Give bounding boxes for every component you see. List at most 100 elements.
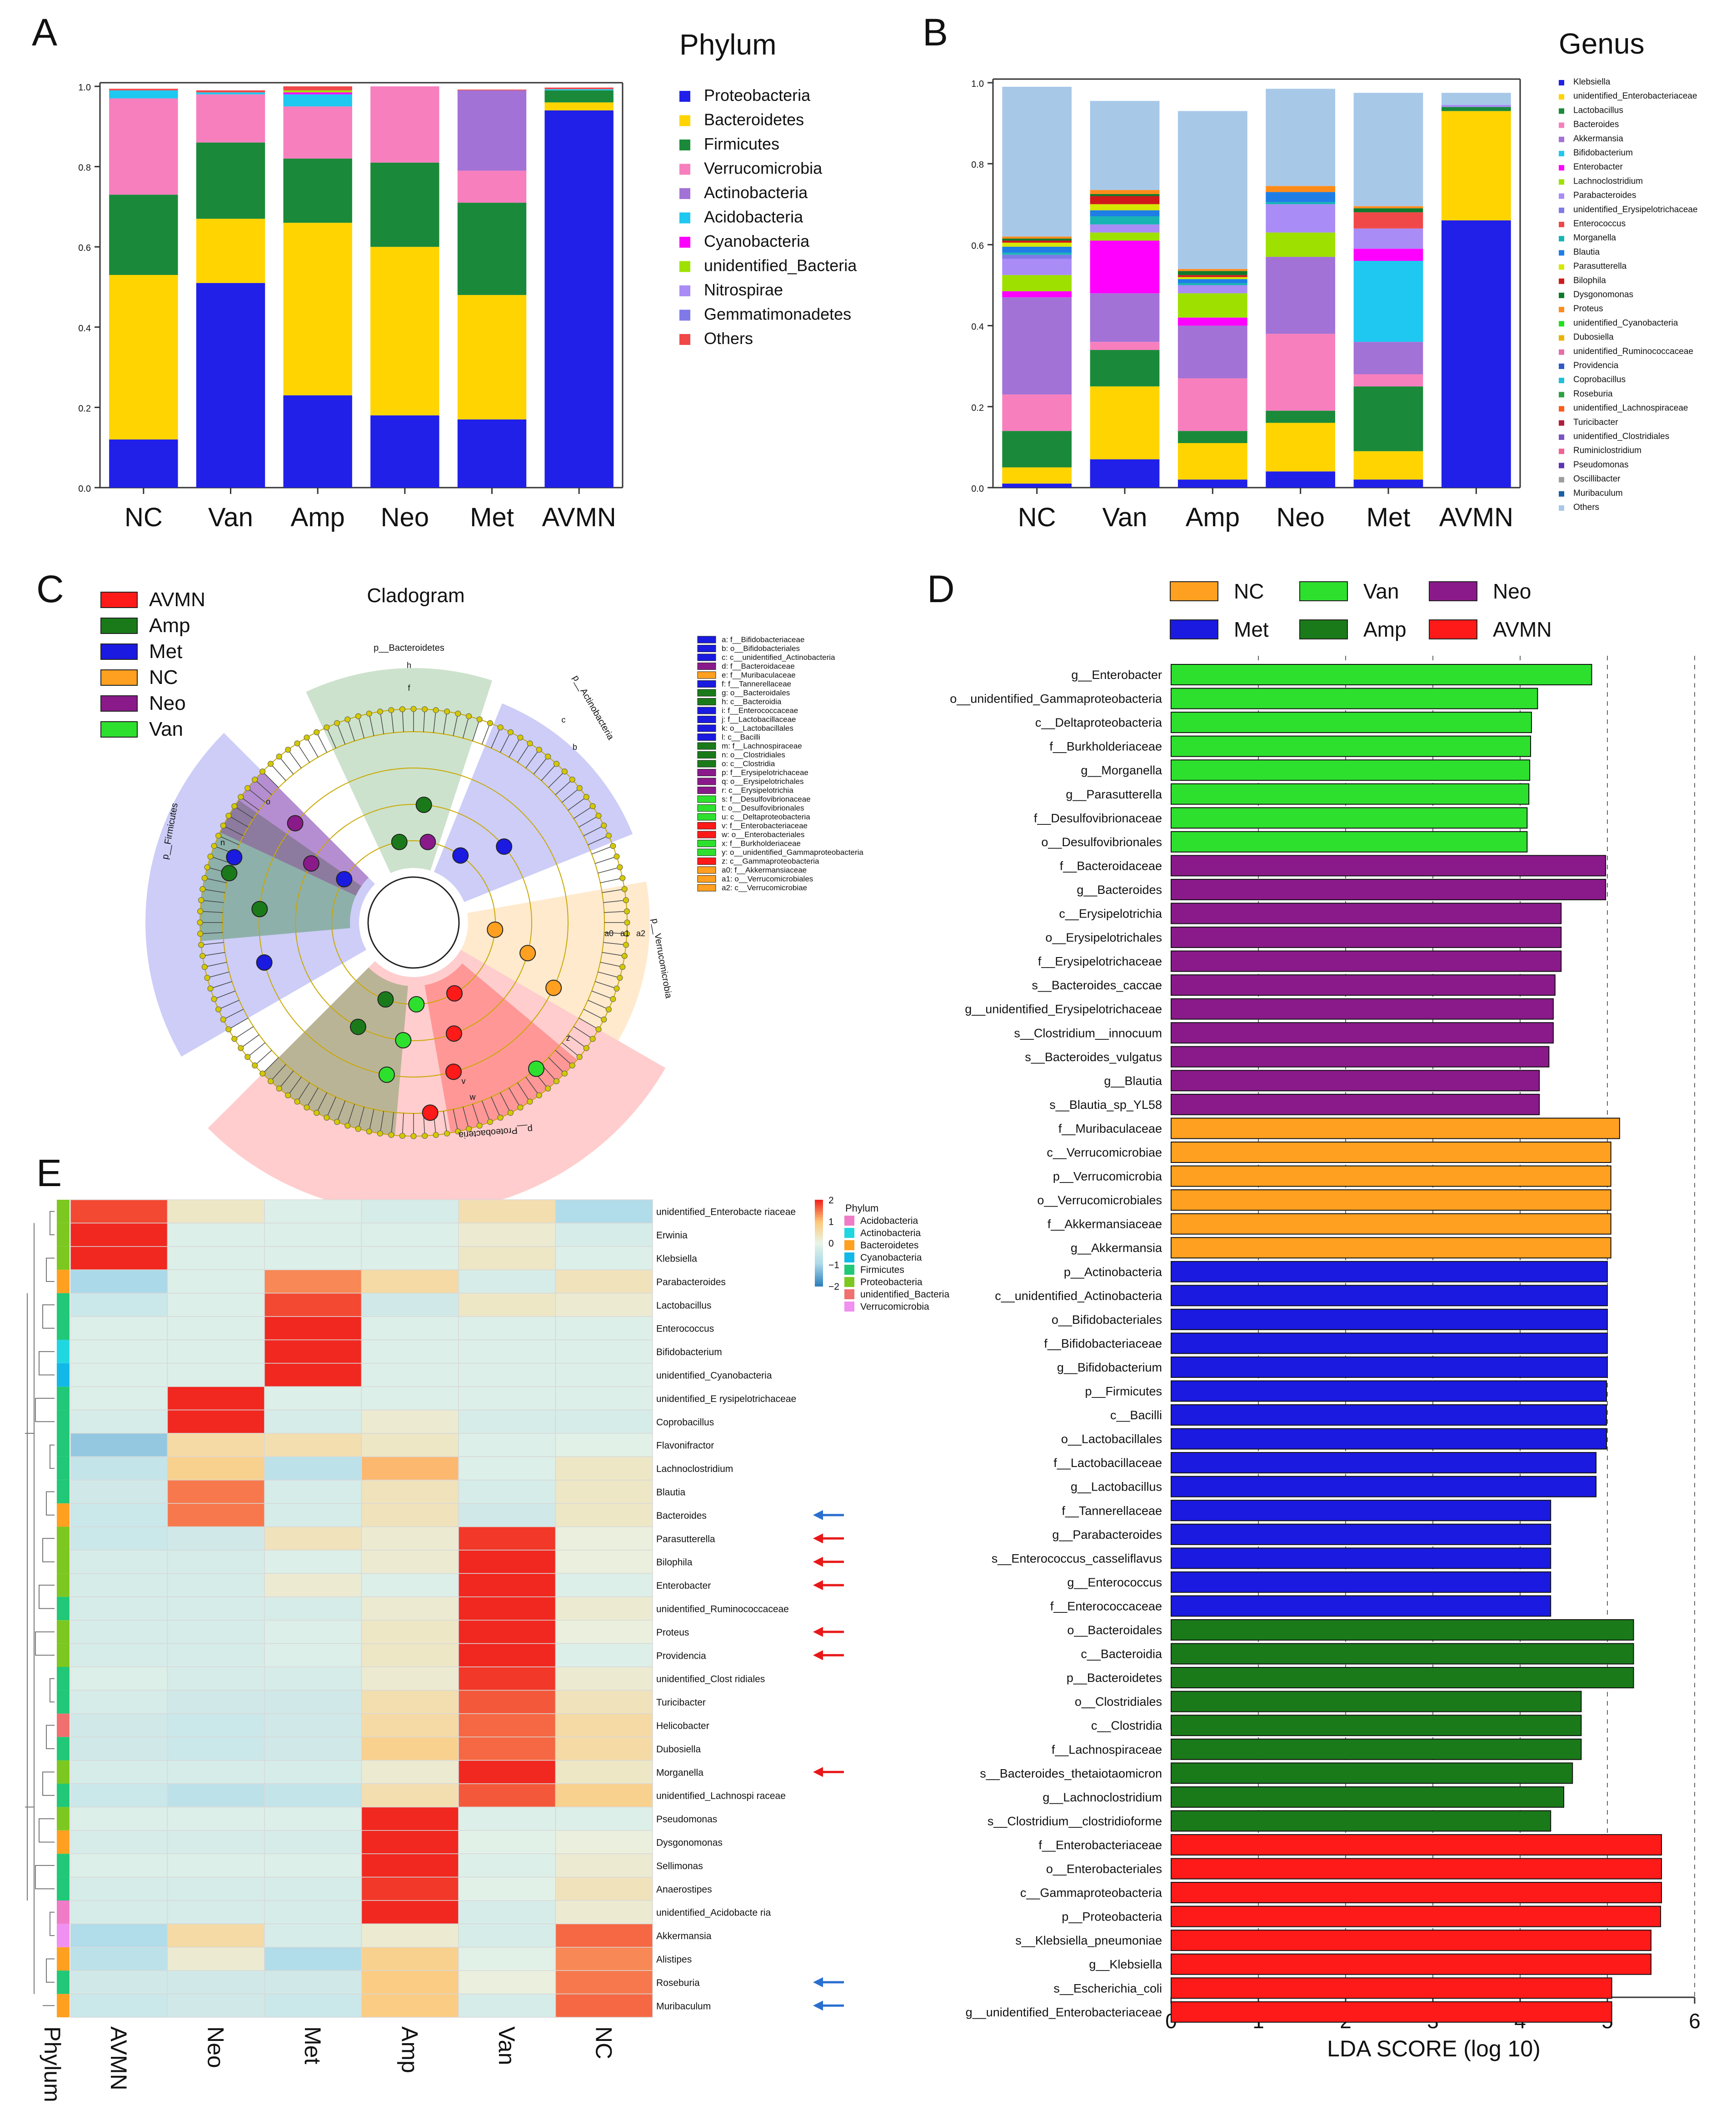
clade-leaf-branch [306,1087,319,1108]
taxon-key-swatch [697,884,716,892]
heatmap-cell [264,1246,362,1270]
lda-bar [1171,1308,1608,1330]
color-scale-step [815,1277,823,1280]
clade-node [446,985,463,1002]
heatmap-cell [458,1853,556,1878]
heatmap-cell [264,1526,362,1551]
heatmap-cell [555,1923,653,1948]
heatmap-row-label: Parasutterella [656,1534,715,1544]
clade-leaf-branch [262,1057,279,1074]
clade-leaf-node [285,747,291,753]
lda-bar-label: o__Desulfovibrionales [1041,835,1162,849]
red-arrow-icon [813,1650,823,1661]
bar-segment [1002,236,1072,239]
lda-x-label: LDA SCORE (log 10) [1327,2036,1541,2061]
taxon-key-label: n: o__Clostridiales [722,751,785,759]
heatmap-cell [361,1363,459,1387]
bar-segment [1002,275,1072,291]
lda-bar-label: o__Erysipelotrichales [1045,931,1162,944]
lda-x-tick-label: 6 [1689,2009,1701,2033]
lda-bar-label: s__Blautia_sp_YL58 [1049,1098,1162,1112]
lda-bar [1171,1643,1634,1665]
bar-segment [1353,93,1423,206]
heatmap-cell [458,1526,556,1551]
legend-entry: unidentified_Cyanobacteria [1573,318,1678,328]
group-legend-swatch [100,592,138,608]
bar-segment [1177,378,1247,431]
legend-entry: Bilophila [1573,276,1606,285]
color-scale-step [815,1256,823,1259]
clade-leaf-node [252,777,258,783]
phylum-annotation-cell [57,1994,70,2017]
heatmap-cell [555,1199,653,1224]
clade-leaf-branch [297,1082,310,1102]
x-category-label: Amp [1186,503,1240,532]
legend-swatch [1559,364,1564,369]
bar-segment [283,158,352,223]
lda-bar [1171,1977,1612,1999]
clade-sector [460,881,650,1041]
phylum-annotation-cell [57,1643,70,1667]
clade-leaf-node [244,785,251,791]
color-scale-step [815,1227,823,1231]
phylum-legend-label: Actinobacteria [860,1228,921,1238]
legend-entry: Verrucomicrobia [704,159,823,178]
clade-node [408,996,425,1013]
color-scale-step [815,1234,823,1237]
clade-leaf-branch [588,835,609,845]
legend-entry: Pseudomonas [1573,460,1628,469]
heatmap-cell [264,1666,362,1691]
clade-leaf-node [231,803,238,809]
clade-sector [220,771,369,896]
legend-swatch [1559,449,1564,454]
lda-bar [1171,1858,1662,1880]
phylum-annotation-cell [57,1830,70,1854]
heatmap-cell [361,1386,459,1411]
lda-bar [1171,1834,1662,1856]
legend-swatch [1559,236,1564,242]
heatmap-row-label: unidentified_Enterobacte riaceae [656,1207,796,1217]
clade-node [221,865,238,882]
clade-leaf-branch [517,1082,530,1102]
clade-leaf-node [324,724,330,731]
legend-entry: Dubosiella [1573,333,1614,342]
bar-segment [196,92,265,95]
color-scale-step [815,1204,823,1207]
bar-segment [1177,325,1247,379]
clade-leaf-node [444,708,450,715]
heatmap-cell [555,1806,653,1831]
heatmap-cell [555,1690,653,1714]
legend-entry: Providencia [1573,361,1619,370]
heatmap-cell [361,1526,459,1551]
lda-bar [1171,1930,1651,1951]
heatmap-row-label: Proteus [656,1627,689,1638]
lda-bar [1171,1619,1634,1641]
clade-leaf-node [623,942,629,948]
legend-entry: Bacteroidetes [704,110,804,129]
clade-leaf-branch [297,743,310,763]
lda-bar [1171,1595,1551,1617]
heatmap-cell [555,1339,653,1364]
clade-leaf-node [619,875,626,881]
clade-leaf-node [201,875,208,881]
lda-bar [1171,1428,1607,1450]
clade-leaf-branch [533,756,549,775]
heatmap-cell [264,1876,362,1901]
lda-bar-label: s__Klebsiella_pneumoniae [1015,1934,1162,1947]
clade-leaf-branch [358,716,365,738]
color-scale-step [815,1221,823,1224]
heatmap-cell [70,1760,168,1784]
phylum-annotation-cell [57,1596,70,1621]
panel-label-b: B [923,11,948,54]
heatmap-row-label: Bilophila [656,1557,693,1568]
clade-leaf-branch [453,1109,459,1132]
taxon-key-label: e: f__Muribaculaceae [722,671,796,679]
clade-leaf-node [422,706,428,713]
clade-leaf-branch [443,1111,448,1134]
color-scale-tick: 2 [828,1195,834,1206]
color-scale-step [815,1262,823,1265]
clade-leaf-branch [223,1009,244,1020]
heatmap-cell [264,1993,362,2018]
legend-swatch [1559,264,1564,270]
heatmap-column-label: Neo [203,2026,228,2068]
